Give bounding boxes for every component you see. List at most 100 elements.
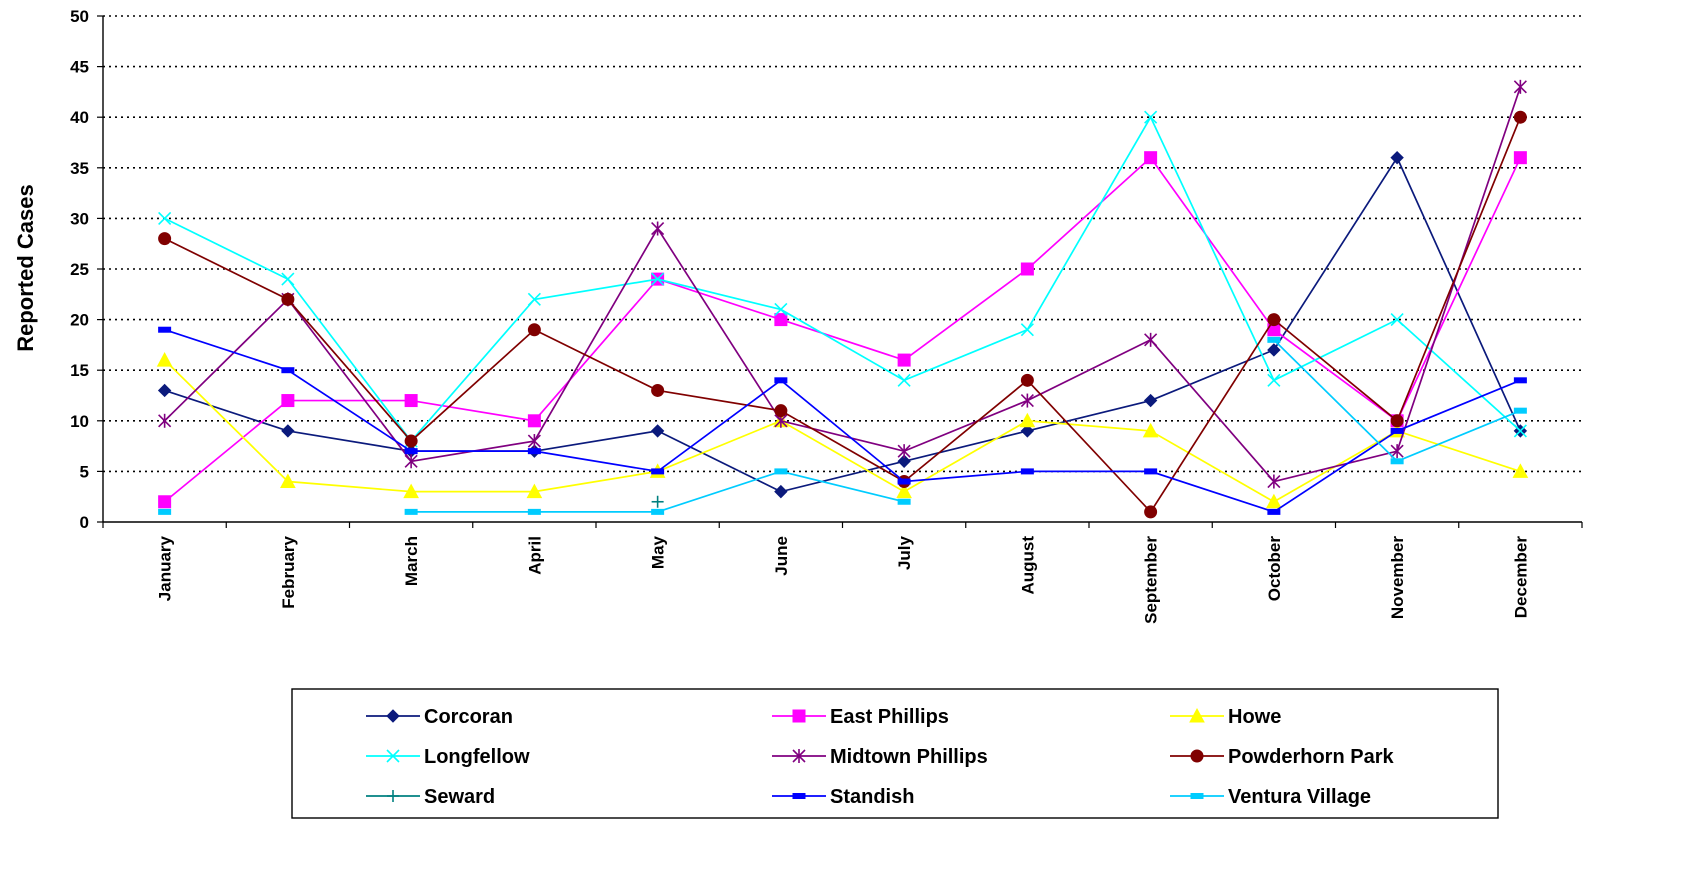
x-tick-label: June [772,536,791,576]
data-point-square [1020,262,1034,276]
y-tick-label: 25 [70,260,89,279]
data-point-triangle [280,473,296,489]
series-powderhorn-park [158,110,1527,519]
legend-item: Howe [1170,706,1281,728]
data-point-dash [1513,377,1527,384]
data-point-star [1020,393,1034,408]
legend-item: Seward [366,786,495,808]
data-point-triangle [1019,412,1036,428]
legend-item: Standish [772,786,914,808]
data-point-dash [1390,458,1404,465]
x-tick-label: November [1388,536,1407,620]
series-line [164,115,1521,443]
series-layer [156,79,1529,519]
data-point-dash [774,377,788,384]
series-seward [651,495,664,508]
data-point-square [1144,151,1158,165]
data-point-star [527,434,541,449]
legend-item: Midtown Phillips [772,746,988,768]
x-tick-label: February [279,535,298,608]
legend-item: Longfellow [366,746,530,768]
data-point-square [1513,151,1527,165]
y-tick-label: 45 [70,58,89,77]
data-point-triangle [1512,463,1529,478]
x-tick-label: September [1142,536,1161,624]
y-tick-label: 15 [70,361,89,380]
legend-label: Standish [830,786,914,808]
data-point-x [1267,373,1281,387]
legend-item: Corcoran [366,706,513,728]
data-point-square [404,394,418,408]
data-point-square [897,353,911,367]
data-point-dash [527,508,541,515]
data-point-star [1144,332,1158,347]
data-point-dash [651,468,665,475]
legend-label: Seward [424,786,495,808]
data-point-dash [897,478,911,485]
data-point-circle [1020,373,1034,387]
legend-label: Corcoran [424,706,513,728]
data-point-dash [281,367,295,374]
x-tick-label: October [1265,536,1284,602]
data-point-x [158,211,172,225]
data-point-dash [1390,427,1404,434]
data-point-circle [281,292,295,306]
data-point-dash [1190,793,1204,799]
y-tick-label: 10 [70,412,89,431]
data-point-plus [651,495,664,508]
data-point-dash [792,793,806,799]
data-point-x [386,749,400,763]
data-point-dash [404,448,418,455]
series-corcoran [157,150,1528,499]
data-point-x [281,272,295,286]
data-point-dash [897,498,911,505]
data-point-star [792,749,806,763]
series-standish [158,326,1527,515]
data-point-triangle [1189,707,1205,723]
y-axis-title: Reported Cases [13,184,38,352]
x-tick-label: May [649,535,668,569]
data-point-diamond [1390,150,1404,165]
axes: 0 5 10 15 20 25 30 35 40 45 50 January February March… [70,7,1583,624]
series-longfellow [158,110,1527,448]
data-point-dash [774,468,788,475]
data-point-diamond [1020,424,1035,438]
data-point-star [158,413,172,428]
data-point-dash [527,448,541,455]
data-point-star [651,221,665,236]
data-point-square [281,394,295,408]
data-point-circle [774,404,788,418]
data-point-triangle [156,352,173,367]
data-point-circle [1390,414,1404,428]
data-point-triangle [1266,493,1282,509]
y-tick-label: 0 [80,513,89,532]
series-ventura-village [158,336,1527,515]
data-point-circle [1513,110,1527,124]
data-point-x [1513,424,1527,438]
data-point-x [774,302,788,317]
x-tick-label: August [1018,536,1037,595]
data-point-square [527,414,541,428]
series-line [164,116,1522,514]
legend-item: Powderhorn Park [1170,746,1394,768]
data-point-dash [158,326,172,333]
data-point-diamond [281,424,295,438]
series-line [164,328,1521,513]
data-point-dash [1513,407,1527,414]
series-midtown-phillips [158,79,1527,489]
data-point-square [774,313,788,327]
data-point-diamond [897,454,911,468]
data-point-diamond [386,709,400,723]
data-point-dash [404,508,418,515]
data-point-circle [1144,505,1158,519]
legend: Corcoran East Phillips Howe Longfellow Midto… [291,688,1499,819]
data-point-diamond [650,424,665,438]
data-point-dash [651,508,665,515]
data-point-triangle [896,483,912,499]
data-point-star [404,454,418,469]
data-point-x [1020,323,1034,337]
y-tick-label: 35 [70,159,89,178]
data-point-circle [404,434,418,448]
data-point-triangle [526,483,543,499]
